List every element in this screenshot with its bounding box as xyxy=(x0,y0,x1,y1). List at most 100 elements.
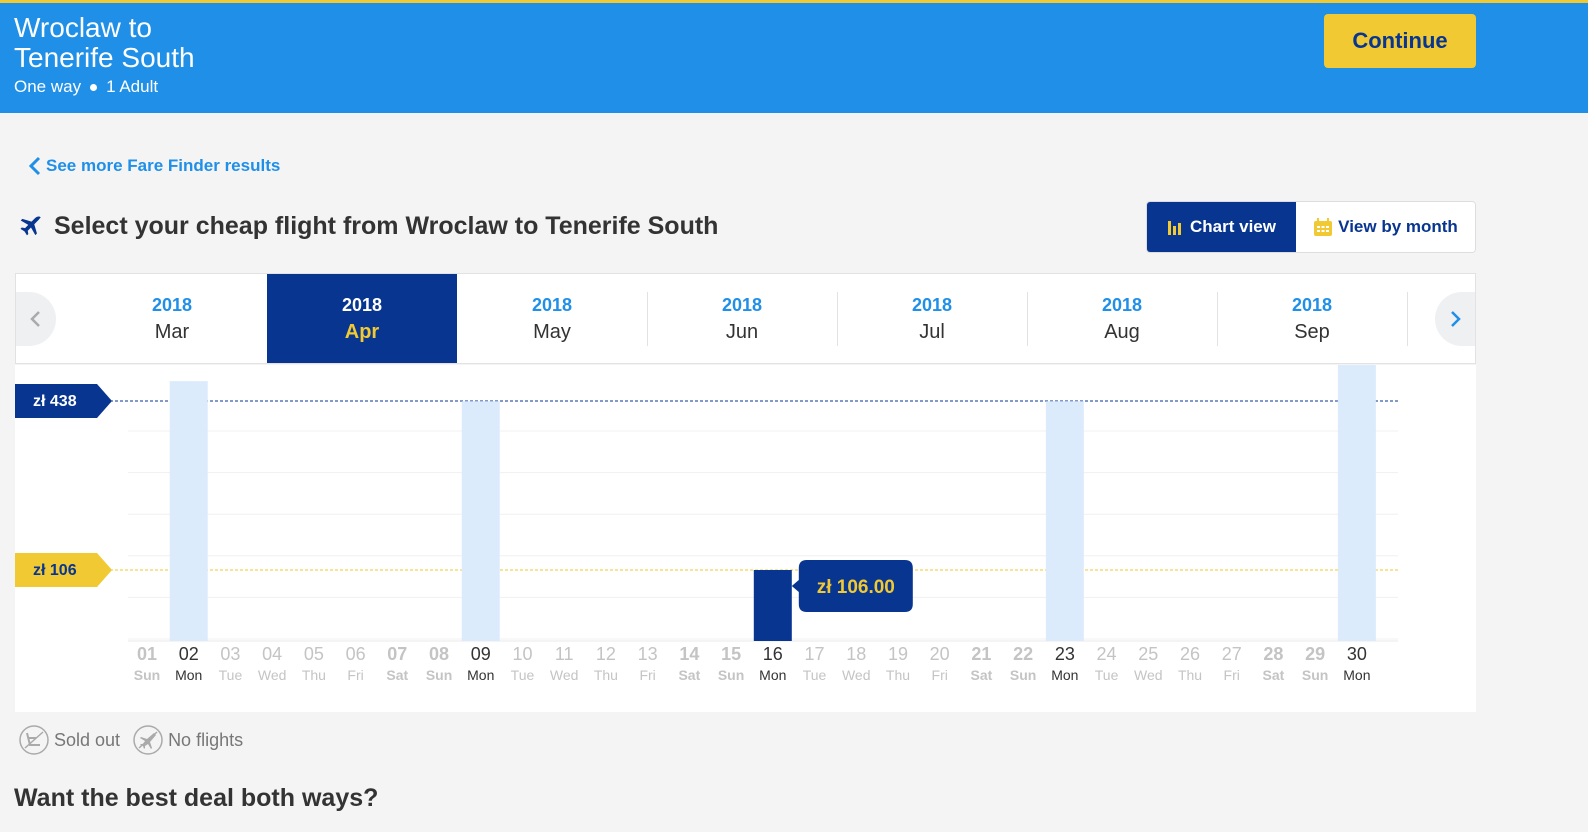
continue-button[interactable]: Continue xyxy=(1324,14,1476,68)
page-title: Select your cheap flight from Wroclaw to… xyxy=(54,212,719,240)
previous-month-button[interactable] xyxy=(16,292,56,346)
month-tab-may[interactable]: 2018 May xyxy=(457,274,647,363)
day-number-22: 22 xyxy=(1013,644,1033,664)
day-number-01: 01 xyxy=(137,644,157,664)
page-title-row: Select your cheap flight from Wroclaw to… xyxy=(18,212,718,241)
chart-view-label: Chart view xyxy=(1190,217,1276,236)
month-view-button[interactable]: View by month xyxy=(1296,202,1475,252)
day-number-18: 18 xyxy=(846,644,866,664)
selected-fare-price: zł 106.00 xyxy=(817,577,895,598)
plane-icon xyxy=(20,215,41,235)
legend-no-flights: No flights xyxy=(132,724,243,756)
day-weekday-11: Wed xyxy=(550,667,579,683)
fare-bar-23[interactable] xyxy=(1045,401,1084,641)
day-weekday-05: Thu xyxy=(302,667,326,683)
day-weekday-02: Mon xyxy=(175,667,202,683)
chevron-left-icon xyxy=(30,311,40,327)
sold-out-icon xyxy=(19,725,49,755)
fare-chart: 01 Sun 02 Mon 03 Tue 04 Wed 05 Thu 06 Fri 07 Sat 08 Sun… xyxy=(15,365,1476,712)
day-weekday-22: Sun xyxy=(1010,667,1036,683)
day-number-30[interactable]: 30 xyxy=(1347,644,1367,664)
month-tab-year: 2018 xyxy=(531,295,573,315)
legend-no-flights-label: No flights xyxy=(168,729,244,750)
month-selector: 2018 Mar 2018 Apr 2018 May 2018 Jun 2018 Jul 2018 A… xyxy=(15,273,1476,364)
day-number-29: 29 xyxy=(1305,644,1325,664)
day-number-10: 10 xyxy=(512,644,532,664)
fare-bar-09[interactable] xyxy=(461,401,500,641)
return-deal-heading: Want the best deal both ways? xyxy=(14,784,379,812)
day-weekday-20: Fri xyxy=(932,667,948,683)
chevron-right-icon xyxy=(1451,311,1461,327)
month-tab-jun[interactable]: 2018 Jun xyxy=(647,274,837,363)
month-tab-year: 2018 xyxy=(341,295,383,315)
day-number-02[interactable]: 02 xyxy=(179,644,199,664)
day-weekday-12: Thu xyxy=(594,667,618,683)
day-weekday-17: Tue xyxy=(803,667,827,683)
legend-sold-out: Sold out xyxy=(18,724,120,756)
fare-bar-16[interactable] xyxy=(753,570,792,641)
chart-legend: Sold out No flights xyxy=(18,724,255,756)
fare-bar-02[interactable] xyxy=(169,381,208,641)
day-number-08: 08 xyxy=(429,644,449,664)
route-destination: Tenerife South xyxy=(14,42,195,73)
month-tab-aug[interactable]: 2018 Aug xyxy=(1027,274,1217,363)
next-month-button[interactable] xyxy=(1435,292,1475,346)
day-weekday-25: Wed xyxy=(1134,667,1163,683)
month-separator xyxy=(1217,292,1218,346)
month-view-label: View by month xyxy=(1338,217,1458,236)
month-tab-month: Mar xyxy=(154,321,190,343)
day-number-21: 21 xyxy=(971,644,991,664)
day-number-11: 11 xyxy=(555,644,574,664)
day-weekday-14: Sat xyxy=(678,667,700,683)
day-number-23[interactable]: 23 xyxy=(1055,644,1075,664)
month-tab-year: 2018 xyxy=(151,295,193,315)
day-weekday-10: Tue xyxy=(511,667,535,683)
fare-bar-30[interactable] xyxy=(1337,365,1376,641)
month-separator xyxy=(1027,292,1028,346)
day-number-17: 17 xyxy=(805,644,825,664)
day-number-14: 14 xyxy=(679,644,699,664)
day-number-28: 28 xyxy=(1263,644,1283,664)
day-number-25: 25 xyxy=(1138,644,1158,664)
month-separator xyxy=(1407,292,1408,346)
month-tab-year: 2018 xyxy=(1101,295,1143,315)
day-weekday-16: Mon xyxy=(759,667,786,683)
day-number-09[interactable]: 09 xyxy=(471,644,491,664)
chart-view-button[interactable]: Chart view xyxy=(1147,202,1296,252)
month-tab-month: Sep xyxy=(1294,321,1330,343)
month-tab-year: 2018 xyxy=(721,295,763,315)
day-weekday-06: Fri xyxy=(347,667,363,683)
day-number-19: 19 xyxy=(888,644,908,664)
month-tab-mar[interactable]: 2018 Mar xyxy=(77,274,267,363)
day-number-04: 04 xyxy=(262,644,282,664)
day-weekday-03: Tue xyxy=(219,667,243,683)
month-tab-sep[interactable]: 2018 Sep xyxy=(1217,274,1407,363)
calendar-icon xyxy=(1314,218,1333,236)
day-weekday-26: Thu xyxy=(1178,667,1202,683)
month-tab-month: Aug xyxy=(1104,321,1140,343)
back-link-label: See more Fare Finder results xyxy=(46,156,281,175)
day-number-07: 07 xyxy=(387,644,407,664)
fare-finder-back-link[interactable]: See more Fare Finder results xyxy=(28,156,280,176)
day-number-16[interactable]: 16 xyxy=(763,644,783,664)
day-weekday-27: Fri xyxy=(1224,667,1240,683)
day-weekday-24: Tue xyxy=(1095,667,1119,683)
month-tab-jul[interactable]: 2018 Jul xyxy=(837,274,1027,363)
day-weekday-29: Sun xyxy=(1302,667,1328,683)
day-weekday-30: Mon xyxy=(1343,667,1370,683)
max-price-flag xyxy=(15,384,112,418)
month-tab-month: Apr xyxy=(344,321,380,343)
month-tab-month: May xyxy=(533,321,571,343)
day-weekday-15: Sun xyxy=(718,667,744,683)
trip-type: One way xyxy=(14,77,82,96)
min-price-flag xyxy=(15,553,112,587)
month-tab-apr[interactable]: 2018 Apr xyxy=(267,274,457,363)
day-number-05: 05 xyxy=(304,644,324,664)
day-weekday-07: Sat xyxy=(386,667,408,683)
trip-summary: One way 1 Adult xyxy=(14,77,158,97)
day-number-15: 15 xyxy=(721,644,741,664)
day-number-26: 26 xyxy=(1180,644,1200,664)
day-number-24: 24 xyxy=(1097,644,1117,664)
day-weekday-28: Sat xyxy=(1263,667,1285,683)
day-weekday-04: Wed xyxy=(258,667,287,683)
